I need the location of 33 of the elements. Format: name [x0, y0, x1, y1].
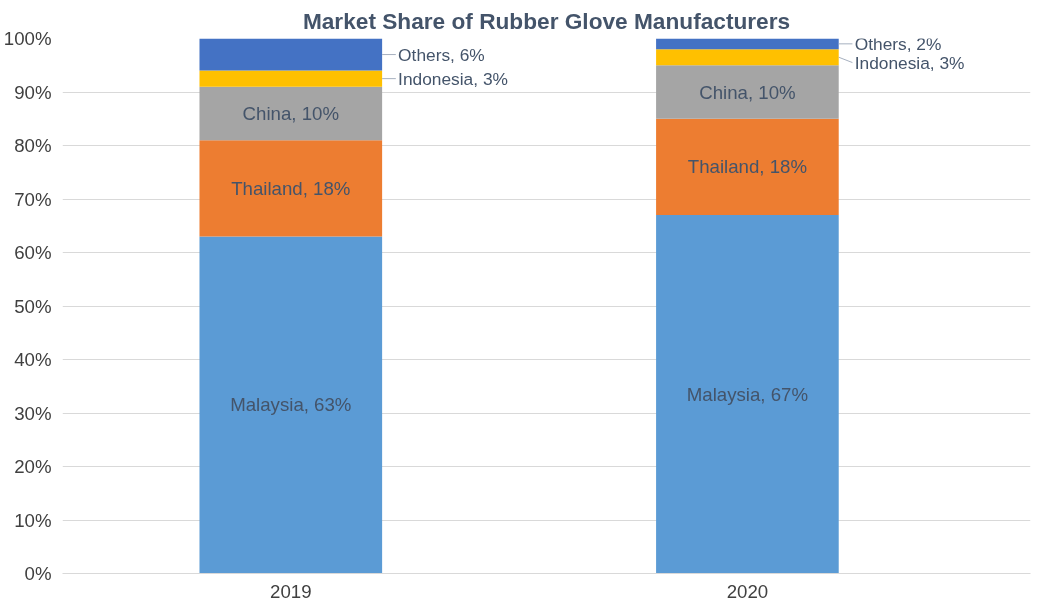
data-label: Thailand, 18%: [231, 177, 351, 199]
bar: [199, 38, 383, 71]
x-tick-label: 2019: [270, 580, 312, 602]
bar: [199, 86, 383, 141]
data-label: Indonesia, 3%: [854, 52, 965, 73]
data-label: Malaysia, 67%: [686, 383, 809, 405]
y-tick-label: 20%: [14, 456, 52, 477]
y-tick-label: 80%: [14, 135, 52, 156]
bar: [656, 65, 839, 119]
x-tick-label: 2020: [726, 580, 769, 602]
data-label: China, 10%: [699, 81, 796, 103]
bar: [199, 70, 383, 87]
y-tick-label: 0%: [24, 563, 52, 584]
y-tick-label: 30%: [14, 402, 52, 424]
y-tick-label: 100%: [3, 28, 52, 49]
y-tick-label: 90%: [14, 81, 52, 103]
bar: [656, 49, 839, 66]
y-tick-label: 10%: [14, 509, 52, 531]
bar: [656, 215, 839, 574]
bar: [199, 236, 383, 574]
data-label: Malaysia, 63%: [230, 394, 352, 416]
bar: [656, 118, 839, 216]
y-tick-label: 60%: [14, 242, 52, 263]
bar: [656, 38, 839, 50]
data-label: Thailand, 18%: [687, 156, 808, 178]
y-tick-label: 70%: [14, 188, 52, 210]
data-label: Others, 6%: [398, 44, 485, 65]
data-label: China, 10%: [242, 102, 340, 124]
y-tick-label: 50%: [14, 295, 52, 317]
data-label: Indonesia, 3%: [398, 68, 508, 89]
chart-title: Market Share of Rubber Glove Manufacturers: [302, 7, 791, 34]
bar: [199, 140, 383, 237]
y-tick-label: 40%: [14, 349, 52, 370]
